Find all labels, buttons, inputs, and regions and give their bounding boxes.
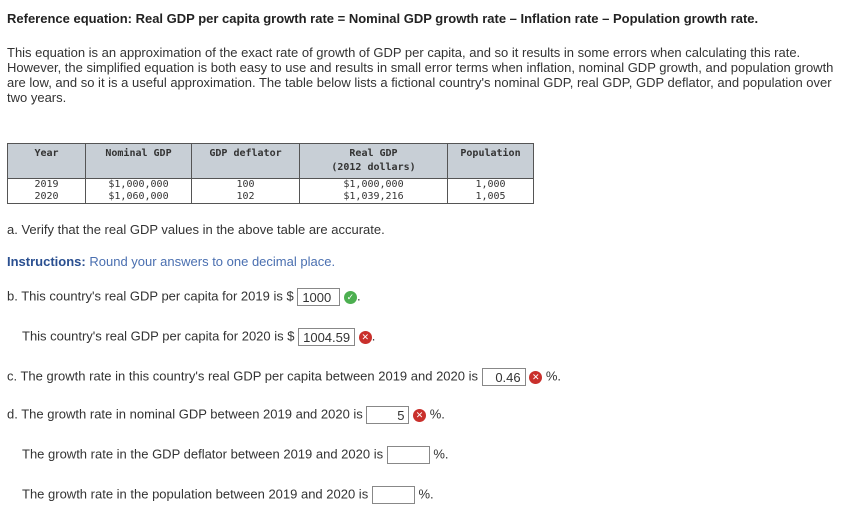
header-nominal-gdp: Nominal GDP [85, 143, 192, 179]
period-text: . [371, 328, 376, 344]
part-b-question-2: This country's real GDP per capita for 2… [22, 328, 375, 346]
cell-year: 2020 [7, 191, 86, 204]
period-text: . [356, 288, 361, 304]
x-circle-icon: ✕ [529, 370, 543, 384]
header-real-gdp-label: Real GDP [349, 148, 398, 159]
cell-real-gdp: $1,000,000 [299, 178, 448, 191]
header-real-gdp-sub: (2012 dollars) [331, 162, 416, 173]
part-c-question: c. The growth rate in this country's rea… [7, 368, 561, 386]
table-row: 2019 $1,000,000 100 $1,000,000 1,000 [7, 178, 534, 191]
part-b-question-1: b. This country's real GDP per capita fo… [7, 288, 361, 306]
part-b-q2-label: This country's real GDP per capita for 2… [22, 328, 295, 344]
gdp-table: Year Nominal GDP GDP deflator Real GDP (2… [7, 143, 534, 204]
instructions: Instructions: Round your answers to one … [7, 254, 335, 269]
x-circle-icon: ✕ [358, 330, 372, 344]
intro-paragraph: This equation is an approximation of the… [7, 45, 834, 105]
header-year: Year [7, 143, 86, 179]
cell-gdp-deflator: 102 [191, 191, 300, 204]
percent-text: %. [433, 446, 449, 462]
percent-text: %. [429, 406, 445, 422]
gdp-deflator-growth-input[interactable] [386, 446, 430, 464]
cell-population: 1,005 [447, 191, 534, 204]
part-b-q1-label: b. This country's real GDP per capita fo… [7, 288, 294, 304]
instructions-text: Round your answers to one decimal place. [89, 254, 336, 269]
part-d-question-1: d. The growth rate in nominal GDP betwee… [7, 406, 445, 424]
gdp-per-capita-2020-input[interactable]: 1004.59 [298, 328, 356, 346]
part-d-q3-label: The growth rate in the population betwee… [22, 486, 369, 502]
cell-year: 2019 [7, 178, 86, 191]
part-d-q1-label: d. The growth rate in nominal GDP betwee… [7, 406, 363, 422]
part-d-question-2: The growth rate in the GDP deflator betw… [22, 446, 449, 464]
cell-population: 1,000 [447, 178, 534, 191]
real-gdp-per-capita-growth-input[interactable]: 0.46 [481, 368, 526, 386]
part-d-q2-label: The growth rate in the GDP deflator betw… [22, 446, 384, 462]
part-a-text: a. Verify that the real GDP values in th… [7, 222, 385, 237]
population-growth-input[interactable] [371, 486, 415, 504]
table-row: 2020 $1,060,000 102 $1,039,216 1,005 [7, 191, 534, 204]
header-gdp-deflator: GDP deflator [191, 143, 300, 179]
cell-gdp-deflator: 100 [191, 178, 300, 191]
table-header-row: Year Nominal GDP GDP deflator Real GDP (2… [7, 143, 534, 179]
gdp-per-capita-2019-input[interactable]: 1000 [297, 288, 341, 306]
header-population: Population [447, 143, 534, 179]
percent-text: %. [418, 486, 434, 502]
header-real-gdp: Real GDP (2012 dollars) [299, 143, 448, 179]
cell-nominal-gdp: $1,000,000 [85, 178, 192, 191]
nominal-gdp-growth-input[interactable]: 5 [366, 406, 410, 424]
instructions-label: Instructions: [7, 254, 86, 269]
x-circle-icon: ✕ [413, 408, 427, 422]
reference-equation: Reference equation: Real GDP per capita … [7, 11, 759, 26]
percent-text: %. [545, 368, 562, 384]
part-c-label: c. The growth rate in this country's rea… [7, 368, 478, 384]
cell-nominal-gdp: $1,060,000 [85, 191, 192, 204]
cell-real-gdp: $1,039,216 [299, 191, 448, 204]
check-circle-icon: ✓ [343, 290, 357, 304]
part-d-question-3: The growth rate in the population betwee… [22, 486, 434, 504]
